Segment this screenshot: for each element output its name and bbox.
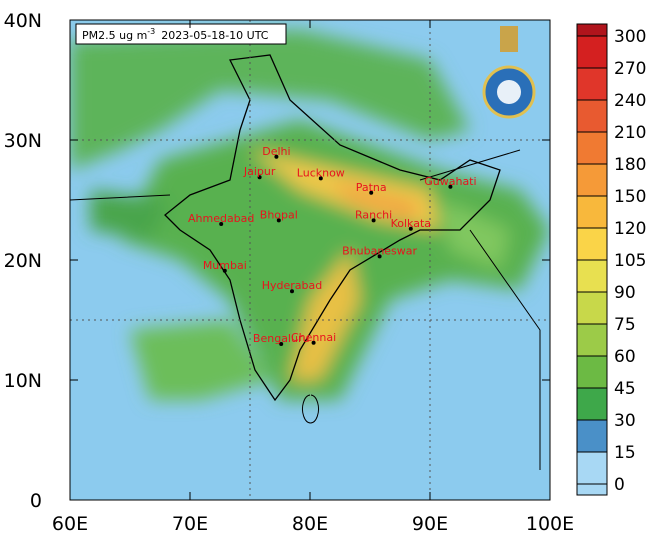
x-tick-label: 60E — [52, 513, 88, 535]
colorbar-segment — [577, 24, 607, 36]
colorbar-label: 75 — [614, 315, 636, 335]
city-marker — [276, 218, 281, 223]
colorbar-label: 45 — [614, 379, 636, 399]
colorbar-segment — [577, 132, 607, 164]
title: PM2.5 ug m-3 2023-05-18-10 UTC — [82, 27, 269, 42]
city-marker — [222, 268, 227, 273]
colorbar-label: 150 — [614, 187, 646, 207]
colorbar-segment — [577, 356, 607, 388]
y-tick-label: 10N — [4, 370, 42, 392]
colorbar-segment — [577, 292, 607, 324]
city-marker — [408, 226, 413, 231]
y-tick-label: 0 — [30, 490, 42, 512]
city-marker — [257, 175, 262, 180]
city-label: Jaipur — [243, 165, 276, 178]
field — [70, 20, 550, 500]
colorbar-label: 90 — [614, 283, 636, 303]
city-marker — [290, 289, 294, 294]
city-marker — [274, 154, 279, 159]
city-label: Mumbai — [203, 259, 247, 272]
colorbar-label: 210 — [614, 123, 646, 143]
colorbar-label: 120 — [614, 219, 646, 239]
city-marker — [318, 176, 323, 181]
city-marker — [369, 190, 374, 195]
colorbar-label: 60 — [614, 347, 636, 367]
city-marker — [448, 184, 453, 189]
city-label: Patna — [356, 181, 387, 194]
city-label: Ahmedabad — [188, 212, 254, 225]
city-marker — [377, 254, 382, 259]
logo — [482, 26, 536, 119]
x-tick-label: 70E — [172, 513, 208, 535]
city-label: Ranchi — [355, 208, 392, 221]
colorbar-segment — [577, 68, 607, 100]
title-text: PM2.5 ug m — [82, 29, 147, 42]
city-marker — [371, 218, 376, 223]
colorbar-segment — [577, 452, 607, 495]
colorbar-segment — [577, 324, 607, 356]
colorbar-label: 0 — [614, 475, 625, 495]
city-marker — [279, 342, 284, 346]
city-label: Bengaluru — [253, 332, 310, 345]
city-label: Bhubaneswar — [342, 244, 417, 257]
city-label: Hyderabad — [262, 279, 323, 292]
colorbar-segment — [577, 420, 607, 452]
city-label: Lucknow — [297, 166, 345, 179]
x-tick-label: 80E — [292, 513, 328, 535]
colorbar-segment — [577, 260, 607, 292]
x-tick-label: 90E — [412, 513, 448, 535]
y-tick-label: 40N — [4, 10, 42, 32]
colorbar-segment — [577, 100, 607, 132]
y-tick-label: 20N — [4, 250, 42, 272]
colorbar-label: 15 — [614, 443, 636, 463]
colorbar-segment — [577, 164, 607, 196]
city-label: Chennai — [291, 331, 336, 344]
title-time: 2023-05-18-10 UTC — [161, 29, 269, 42]
city-label: Delhi — [262, 145, 290, 158]
colorbar-label: 105 — [614, 251, 646, 271]
colorbar-label: 240 — [614, 91, 646, 111]
city-label: Guwahati — [424, 175, 476, 188]
city-marker — [219, 222, 224, 226]
colorbar-segment — [577, 196, 607, 228]
title-superscript: -3 — [147, 27, 155, 36]
colorbar-segment — [577, 388, 607, 420]
title-box — [75, 23, 287, 45]
x-tick-label: 100E — [526, 513, 574, 535]
city-label: Kolkata — [391, 217, 431, 230]
colorbar-segment — [577, 228, 607, 260]
colorbar-label: 300 — [614, 27, 646, 47]
city-label: Bhopal — [260, 208, 298, 221]
y-tick-label: 30N — [4, 130, 42, 152]
colorbar-segment — [577, 36, 607, 68]
colorbar-label: 30 — [614, 411, 636, 431]
city-marker — [311, 340, 316, 345]
colorbar-label: 180 — [614, 155, 646, 175]
colorbar-label: 270 — [614, 59, 646, 79]
